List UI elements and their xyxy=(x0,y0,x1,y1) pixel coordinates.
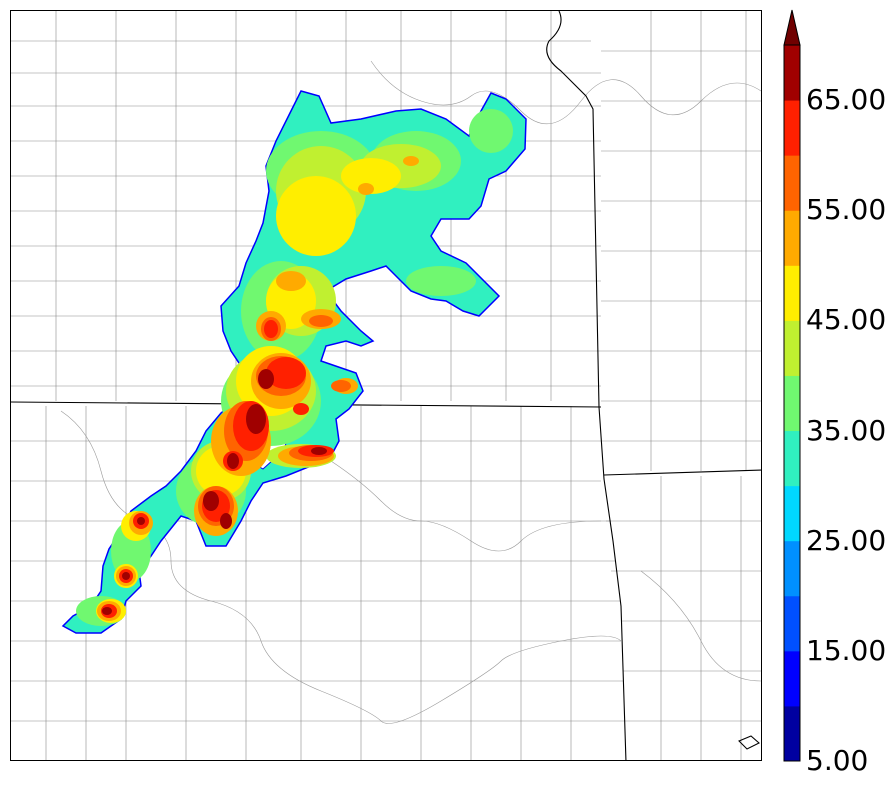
colorbar-tick-label: 55.00 xyxy=(806,193,887,227)
colorbar-tick-label: 25.00 xyxy=(806,523,887,557)
colorbar-segment xyxy=(784,540,800,597)
colorbar-segment xyxy=(784,705,800,762)
colorbar-segment xyxy=(784,375,800,432)
colorbar-segment xyxy=(784,100,800,156)
colorbar-segment xyxy=(784,265,800,321)
colorbar-segment xyxy=(784,650,800,707)
colorbar-segment xyxy=(784,45,800,101)
colorbar-tick-label: 15.00 xyxy=(806,633,887,667)
colorbar-segment xyxy=(784,595,800,652)
colorbar-extend-arrow xyxy=(783,9,801,46)
colorbar-tick-label: 65.00 xyxy=(806,83,887,117)
map-panel xyxy=(10,10,762,761)
map-svg xyxy=(11,11,761,760)
colorbar-segment xyxy=(784,430,800,487)
colorbar-border xyxy=(783,44,801,762)
colorbar-segment xyxy=(784,210,800,266)
colorbar-tick-label: 35.00 xyxy=(806,413,887,447)
colorbar-segment xyxy=(784,155,800,211)
reflectivity-field xyxy=(61,90,527,634)
colorbar-tick-label: 5.00 xyxy=(806,744,869,777)
colorbar xyxy=(783,9,801,762)
colorbar-segment xyxy=(784,485,800,542)
colorbar-segment xyxy=(784,320,800,376)
colorbar-tick-label: 45.00 xyxy=(806,303,887,337)
